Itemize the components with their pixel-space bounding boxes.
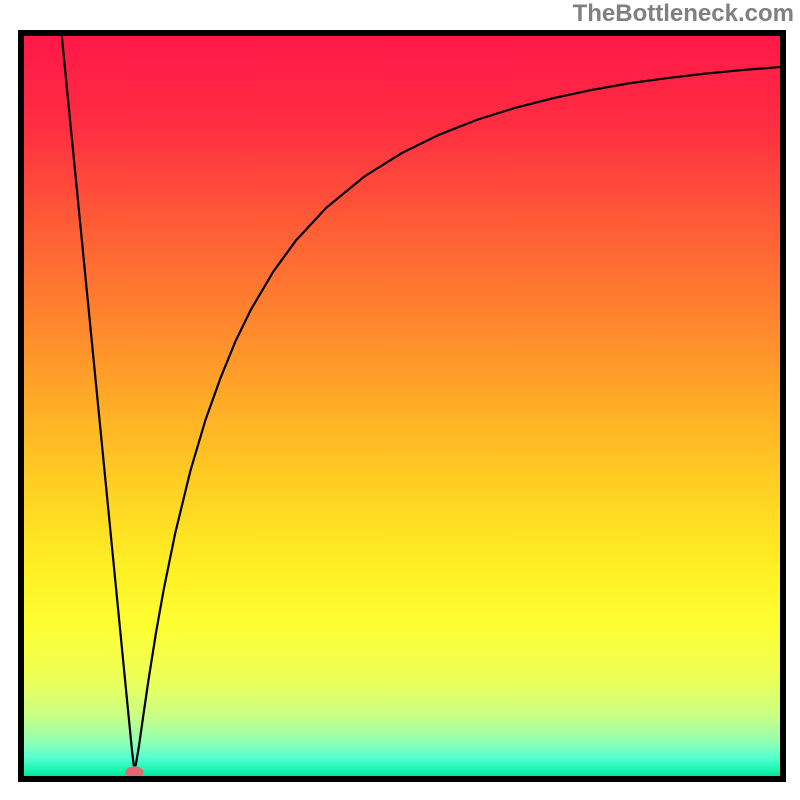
plot-frame: [18, 30, 786, 782]
minimum-marker: [125, 766, 143, 776]
plot-svg-overlay: [24, 36, 780, 776]
bottleneck-curve: [62, 36, 780, 769]
figure-canvas: TheBottleneck.com: [0, 0, 800, 800]
attribution-text: TheBottleneck.com: [573, 0, 794, 28]
